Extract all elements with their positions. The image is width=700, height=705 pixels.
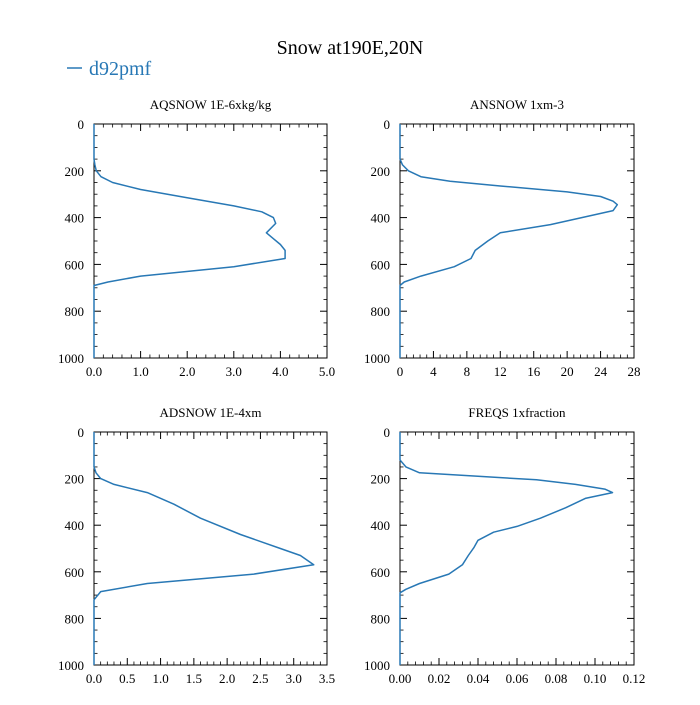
x-tick-label-aqsnow: 3.0 bbox=[226, 364, 242, 379]
x-tick-label-freqs: 0.02 bbox=[428, 671, 451, 686]
y-tick-label-ansnow: 400 bbox=[371, 211, 391, 226]
panel-adsnow: ADSNOW 1E-4xm 0.0 0.5 1.0 1.5 2.0 2.5 3.0 3.5 0 20… bbox=[58, 405, 335, 686]
x-tick-label-adsnow: 2.5 bbox=[252, 671, 268, 686]
y-tick-label-freqs: 200 bbox=[371, 472, 391, 487]
y-tick-label-aqsnow: 200 bbox=[65, 164, 85, 179]
panels: AQSNOW 1E-6xkg/kg0.0 1.0 2.0 3.0 4.0 5.002004… bbox=[58, 97, 645, 686]
x-tick-label-aqsnow: 5.0 bbox=[319, 364, 335, 379]
x-tick-label-ansnow: 24 bbox=[594, 364, 608, 379]
panel-title-adsnow: ADSNOW 1E-4xm bbox=[160, 405, 262, 420]
plot-frame-aqsnow bbox=[93, 123, 328, 359]
y-tick-label-adsnow: 200 bbox=[65, 472, 85, 487]
x-tick-label-ansnow: 4 bbox=[430, 364, 437, 379]
plot-frame-adsnow bbox=[93, 431, 328, 666]
y-tick-label-freqs: 800 bbox=[371, 611, 391, 626]
figure-title: Snow at190E,20N bbox=[277, 37, 424, 59]
x-tick-label-aqsnow: 4.0 bbox=[272, 364, 288, 379]
y-tick-label-freqs: 400 bbox=[371, 518, 391, 533]
y-tick-label-adsnow: 800 bbox=[65, 611, 85, 626]
y-tick-label-aqsnow: 400 bbox=[65, 211, 85, 226]
y-tick-label-adsnow: 0 bbox=[78, 425, 85, 440]
x-tick-label-adsnow: 3.0 bbox=[286, 671, 302, 686]
series-line-adsnow bbox=[93, 432, 315, 665]
x-tick-label-ansnow: 8 bbox=[464, 364, 471, 379]
series-line-freqs bbox=[399, 432, 614, 665]
x-tick-label-ansnow: 0 bbox=[397, 364, 404, 379]
x-tick-label-aqsnow: 2.0 bbox=[179, 364, 195, 379]
x-tick-label-freqs: 0.10 bbox=[584, 671, 607, 686]
panel-aqsnow: AQSNOW 1E-6xkg/kg 0.0 1.0 2.0 3.0 4.0 5.0 0 200 4… bbox=[58, 97, 335, 379]
x-tick-label-freqs: 0.12 bbox=[623, 671, 646, 686]
y-tick-label-freqs: 0 bbox=[384, 425, 391, 440]
x-tick-label-adsnow: 0.5 bbox=[119, 671, 135, 686]
y-tick-label-aqsnow: 1000 bbox=[58, 351, 84, 366]
y-tick-label-ansnow: 0 bbox=[384, 117, 391, 132]
panel-title-aqsnow: AQSNOW 1E-6xkg/kg bbox=[150, 97, 272, 112]
x-tick-label-ansnow: 28 bbox=[628, 364, 641, 379]
y-tick-label-adsnow: 600 bbox=[65, 565, 85, 580]
x-tick-label-freqs: 0.00 bbox=[389, 671, 412, 686]
panel-title-freqs: FREQS 1xfraction bbox=[468, 405, 566, 420]
x-tick-label-freqs: 0.04 bbox=[467, 671, 490, 686]
y-tick-label-ansnow: 600 bbox=[371, 257, 391, 272]
plot-frame-freqs bbox=[399, 431, 635, 666]
panel-title-ansnow: ANSNOW 1xm-3 bbox=[470, 97, 564, 112]
y-tick-label-aqsnow: 0 bbox=[78, 117, 85, 132]
x-tick-label-adsnow: 3.5 bbox=[319, 671, 335, 686]
y-tick-label-ansnow: 200 bbox=[371, 164, 391, 179]
y-tick-label-aqsnow: 600 bbox=[65, 257, 85, 272]
series-line-aqsnow bbox=[93, 124, 286, 358]
x-tick-label-adsnow: 0.0 bbox=[86, 671, 102, 686]
y-tick-label-ansnow: 800 bbox=[371, 304, 391, 319]
x-tick-label-ansnow: 20 bbox=[561, 364, 574, 379]
panel-ansnow: ANSNOW 1xm-3 0 4 8 12 16 20 24 28 0 200 400 600 800 10… bbox=[364, 97, 641, 379]
x-tick-label-ansnow: 16 bbox=[527, 364, 541, 379]
plot-frame-ansnow bbox=[399, 123, 635, 359]
x-tick-label-freqs: 0.06 bbox=[506, 671, 529, 686]
panel-freqs: FREQS 1xfraction 0.00 0.02 0.04 0.06 0.08 0.10… bbox=[364, 405, 645, 686]
x-tick-label-aqsnow: 1.0 bbox=[132, 364, 148, 379]
x-tick-label-freqs: 0.08 bbox=[545, 671, 568, 686]
y-tick-label-aqsnow: 800 bbox=[65, 304, 85, 319]
legend: d92pmf bbox=[67, 58, 152, 80]
x-tick-label-ansnow: 12 bbox=[494, 364, 507, 379]
y-tick-label-ansnow: 1000 bbox=[364, 351, 390, 366]
y-tick-label-freqs: 1000 bbox=[364, 658, 390, 673]
x-tick-label-adsnow: 1.5 bbox=[186, 671, 202, 686]
legend-label: d92pmf bbox=[89, 58, 152, 80]
y-tick-label-adsnow: 1000 bbox=[58, 658, 84, 673]
series-line-ansnow bbox=[399, 124, 619, 358]
y-tick-label-adsnow: 400 bbox=[65, 518, 85, 533]
x-tick-label-aqsnow: 0.0 bbox=[86, 364, 102, 379]
x-tick-label-adsnow: 1.0 bbox=[152, 671, 168, 686]
y-tick-label-freqs: 600 bbox=[371, 565, 391, 580]
x-tick-label-adsnow: 2.0 bbox=[219, 671, 235, 686]
